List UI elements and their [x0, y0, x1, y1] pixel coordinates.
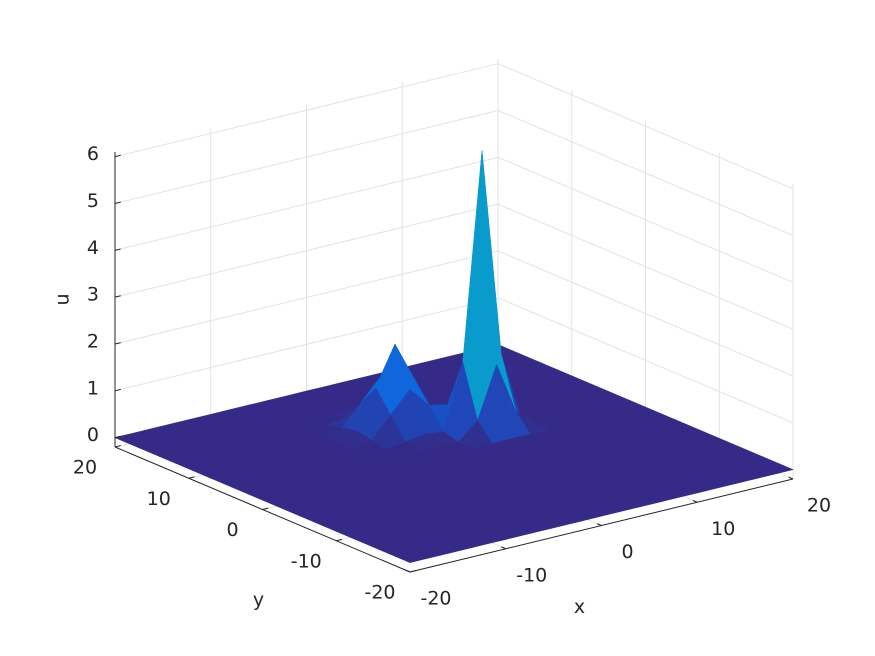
z-tick	[114, 201, 121, 204]
y-tick-label: -20	[364, 582, 395, 604]
x-tick	[405, 569, 411, 573]
grid-line	[114, 156, 499, 251]
x-tick-label: 20	[807, 495, 831, 517]
grid-line	[114, 297, 499, 392]
z-tick	[114, 248, 121, 251]
z-tick-label: 3	[87, 284, 99, 306]
z-tick-label: 4	[87, 237, 99, 259]
grid-line	[497, 110, 794, 236]
z-tick-label: 2	[87, 330, 99, 352]
z-tick	[114, 342, 121, 345]
surface-patch	[394, 551, 430, 563]
z-tick-label: 6	[87, 143, 99, 165]
y-tick	[336, 538, 343, 542]
y-tick	[262, 507, 269, 510]
grid-line	[114, 110, 499, 204]
z-axis-label: u	[52, 293, 74, 305]
z-tick	[114, 295, 121, 298]
grid-line	[497, 156, 794, 283]
x-tick-label: -10	[516, 564, 547, 586]
y-tick-label: -10	[291, 550, 322, 572]
grid-line	[497, 63, 794, 190]
y-axis-label: y	[253, 589, 264, 611]
y-tick-label: 20	[73, 457, 97, 479]
x-tick-label: -20	[420, 588, 451, 610]
x-tick-label: 10	[711, 518, 735, 540]
z-tick	[114, 154, 121, 158]
z-tick-label: 5	[87, 190, 99, 212]
x-tick	[692, 499, 698, 503]
grid-line	[497, 203, 794, 330]
z-tick	[114, 388, 121, 392]
grid-line	[114, 250, 499, 345]
grid-line	[114, 203, 499, 298]
y-tick-label: 10	[147, 488, 171, 510]
z-tick-label: 0	[87, 424, 99, 446]
x-tick	[596, 523, 602, 526]
grid-line	[114, 63, 499, 158]
x-tick	[501, 546, 506, 550]
grid-line	[497, 297, 794, 424]
z-tick-label: 1	[87, 377, 99, 399]
y-tick	[188, 476, 195, 479]
x-tick	[788, 476, 794, 480]
y-tick	[409, 570, 416, 573]
grid-line	[497, 250, 794, 377]
x-tick-label: 0	[621, 541, 633, 563]
y-tick	[114, 445, 121, 448]
z-tick	[114, 435, 121, 439]
x-axis-label: x	[574, 596, 585, 618]
y-tick-label: 0	[226, 519, 238, 541]
